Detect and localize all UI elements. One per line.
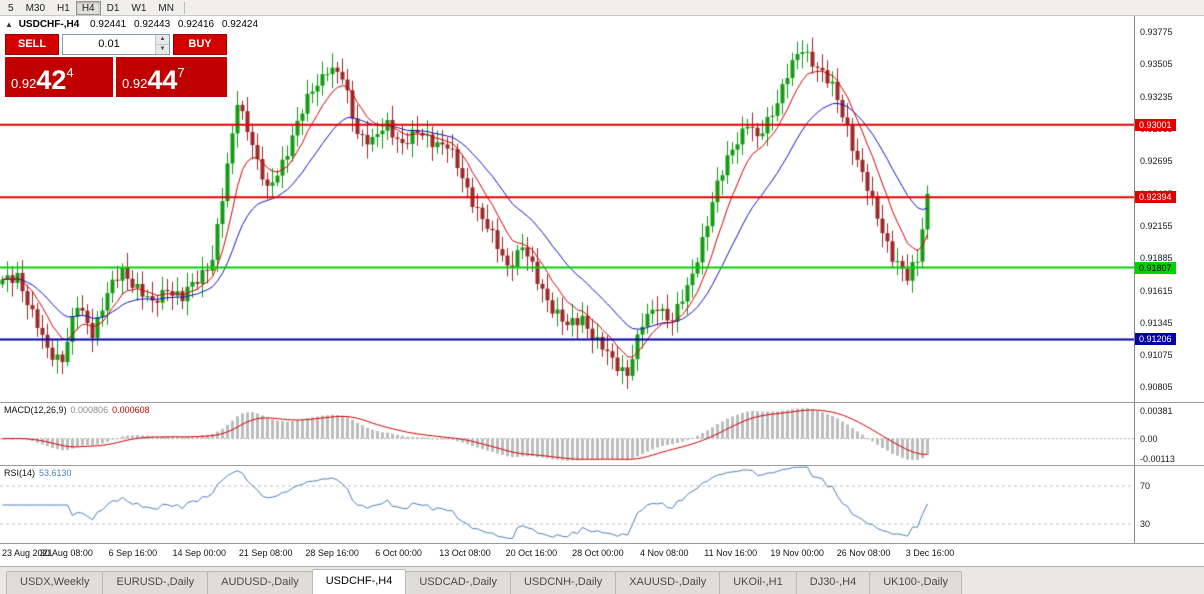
- time-axis-label: 30 Aug 08:00: [39, 548, 93, 558]
- time-axis: 23 Aug 2021 30 Aug 08:00 6 Sep 16:00 14 Sep…: [0, 544, 1204, 566]
- time-axis-label: 4 Nov 08:00: [640, 548, 689, 558]
- chart-tab-eurusd-daily[interactable]: EURUSD-,Daily: [102, 571, 209, 594]
- timeframe-button-h4[interactable]: H4: [75, 0, 101, 15]
- rsi-panel: 70 30 RSI(14) 53.6130: [0, 466, 1204, 544]
- chart-tab-ukoil-h1[interactable]: UKOil-,H1: [719, 571, 797, 594]
- time-axis-label: 6 Sep 16:00: [108, 548, 158, 558]
- macd-panel: 0.00381 0.00 -0.00113 MACD(12,26,9) 0.00080…: [0, 403, 1204, 466]
- chart-tab-usdcad-daily[interactable]: USDCAD-,Daily: [405, 571, 511, 594]
- macd-title: MACD(12,26,9) 0.000806 0.000608: [4, 405, 150, 415]
- price-axis-label: 0.93775: [1140, 27, 1173, 38]
- price-axis-label: 0.91345: [1140, 317, 1173, 328]
- price-axis: 0.937750.935050.932350.929650.926950.924…: [1134, 16, 1204, 402]
- price-axis-label: 0.90805: [1140, 382, 1173, 393]
- rsi-axis-70: 70: [1140, 480, 1151, 491]
- sell-price-big: 42: [36, 65, 67, 95]
- rsi-name: RSI(14): [4, 468, 36, 478]
- ohlc-values: 0.92441 0.92443 0.92416 0.92424: [90, 19, 263, 30]
- price-axis-label: 0.91075: [1140, 350, 1173, 361]
- collapse-trade-panel-icon[interactable]: ▲: [5, 20, 13, 29]
- rsi-title: RSI(14) 53.6130: [4, 468, 72, 478]
- time-axis-label: 28 Oct 00:00: [572, 548, 624, 558]
- hline-price-label[interactable]: 0.91807: [1135, 261, 1176, 274]
- time-axis-label: 26 Nov 08:00: [836, 548, 891, 558]
- price-axis-label: 0.93235: [1140, 91, 1173, 102]
- timeframe-button-m30[interactable]: M30: [20, 1, 51, 15]
- volume-up-icon[interactable]: ▲: [156, 35, 169, 45]
- chart-tab-dj30-h4[interactable]: DJ30-,H4: [795, 571, 871, 594]
- chart-tab-audusd-daily[interactable]: AUDUSD-,Daily: [207, 571, 313, 594]
- one-click-trading-panel: SELL 0.01 ▲ ▼ BUY 0.92 42 4 0.92 44 7: [5, 34, 227, 97]
- time-axis-label: 23 Aug 2021: [2, 548, 53, 558]
- time-axis-label: 3 Dec 16:00: [905, 548, 955, 558]
- open-value: 0.92441: [90, 19, 127, 30]
- macd-signal-value: 0.000608: [112, 405, 150, 415]
- close-value: 0.92424: [221, 19, 259, 30]
- chart-tab-usdcnh-daily[interactable]: USDCNH-,Daily: [509, 571, 617, 594]
- timeframe-button-h1[interactable]: H1: [51, 1, 76, 15]
- time-axis-label: 14 Sep 00:00: [172, 548, 227, 558]
- macd-axis-max: 0.00381: [1140, 406, 1173, 416]
- sell-price-prefix: 0.92: [11, 76, 37, 91]
- timeframe-button-d1[interactable]: D1: [101, 1, 126, 15]
- hline-price-label[interactable]: 0.93001: [1135, 118, 1176, 131]
- toolbar-divider: [183, 1, 185, 14]
- volume-down-icon[interactable]: ▼: [156, 45, 169, 54]
- high-value: 0.92443: [133, 19, 171, 30]
- time-axis-label: 19 Nov 00:00: [770, 548, 824, 558]
- volume-spin-buttons: ▲ ▼: [155, 35, 169, 54]
- price-axis-label: 0.91615: [1140, 285, 1173, 296]
- rsi-value: 53.6130: [39, 468, 72, 478]
- time-axis-label: 28 Sep 16:00: [305, 548, 359, 558]
- low-value: 0.92416: [177, 19, 215, 30]
- macd-name: MACD(12,26,9): [4, 405, 67, 415]
- sell-price-sup: 4: [66, 65, 74, 80]
- macd-canvas[interactable]: [0, 403, 1134, 466]
- time-axis-label: 13 Oct 08:00: [439, 548, 491, 558]
- macd-axis-zero: 0.00: [1140, 433, 1158, 444]
- macd-axis-min: -0.00113: [1140, 454, 1175, 464]
- hline-price-label[interactable]: 0.92394: [1135, 191, 1176, 204]
- chart-tab-usdx-weekly[interactable]: USDX,Weekly: [6, 571, 104, 594]
- price-axis-label: 0.92695: [1140, 156, 1173, 167]
- symbol-label: USDCHF-,H4: [18, 19, 80, 30]
- volume-stepper[interactable]: 0.01 ▲ ▼: [62, 34, 170, 55]
- timeframe-button-w1[interactable]: W1: [125, 1, 152, 15]
- timeframe-button-mn[interactable]: MN: [152, 1, 180, 15]
- time-axis-label: 11 Nov 16:00: [704, 548, 758, 558]
- buy-price-display[interactable]: 0.92 44 7: [116, 57, 227, 97]
- time-axis-label: 21 Sep 08:00: [238, 548, 293, 558]
- hline-price-label[interactable]: 0.91206: [1135, 333, 1176, 346]
- sell-price-display[interactable]: 0.92 42 4: [5, 57, 113, 97]
- timeframe-toolbar: 5 M30 H1 H4 D1 W1 MN: [0, 0, 1204, 16]
- price-axis-label: 0.91885: [1140, 253, 1173, 264]
- chart-header: ▲ USDCHF-,H4 0.92441 0.92443 0.92416 0.9…: [5, 19, 263, 30]
- rsi-axis-30: 30: [1140, 519, 1151, 530]
- sell-button[interactable]: SELL: [5, 34, 59, 55]
- chart-tab-xauusd-daily[interactable]: XAUUSD-,Daily: [615, 571, 721, 594]
- buy-price-big: 44: [147, 65, 178, 95]
- time-axis-label: 6 Oct 00:00: [375, 548, 422, 558]
- chart-tabbar: USDX,Weekly EURUSD-,Daily AUDUSD-,Daily USD…: [0, 566, 1204, 594]
- macd-main-value: 0.000806: [70, 405, 109, 415]
- buy-button[interactable]: BUY: [173, 34, 227, 55]
- price-axis-label: 0.93505: [1140, 59, 1173, 70]
- rsi-canvas[interactable]: [0, 466, 1134, 544]
- price-chart-panel: 0.937750.935050.932350.929650.926950.924…: [0, 16, 1204, 403]
- timeframe-button-5[interactable]: 5: [2, 1, 20, 15]
- buy-price-sup: 7: [177, 65, 185, 80]
- chart-tab-uk100-daily[interactable]: UK100-,Daily: [869, 571, 963, 594]
- macd-axis: 0.00381 0.00 -0.00113: [1134, 403, 1204, 465]
- price-axis-label: 0.92155: [1140, 220, 1173, 231]
- volume-value[interactable]: 0.01: [98, 38, 120, 50]
- time-axis-label: 20 Oct 16:00: [505, 548, 558, 558]
- rsi-axis: 70 30: [1134, 466, 1204, 543]
- chart-tab-usdchf-h4[interactable]: USDCHF-,H4: [311, 569, 407, 594]
- buy-price-prefix: 0.92: [122, 76, 148, 91]
